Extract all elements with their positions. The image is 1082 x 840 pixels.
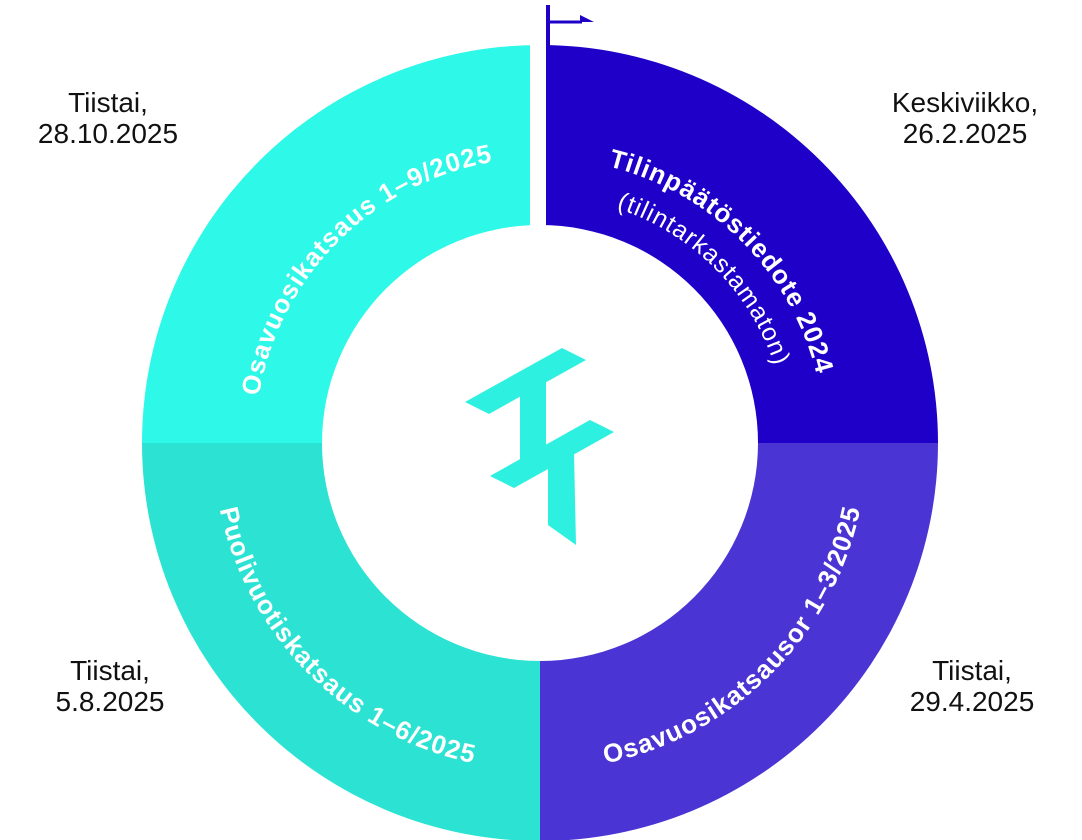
date-day: 28.10.2025 <box>38 118 178 149</box>
date-weekday: Keskiviikko, <box>892 87 1038 118</box>
date-weekday: Tiistai, <box>68 87 148 118</box>
logo <box>465 348 614 545</box>
arrow-head <box>580 15 594 22</box>
gap <box>530 30 546 230</box>
date-day: 26.2.2025 <box>903 118 1028 149</box>
date-weekday: Tiistai, <box>70 655 150 686</box>
date-day: 5.8.2025 <box>56 686 165 717</box>
date-day: 29.4.2025 <box>910 686 1035 717</box>
date-weekday: Tiistai, <box>932 655 1012 686</box>
